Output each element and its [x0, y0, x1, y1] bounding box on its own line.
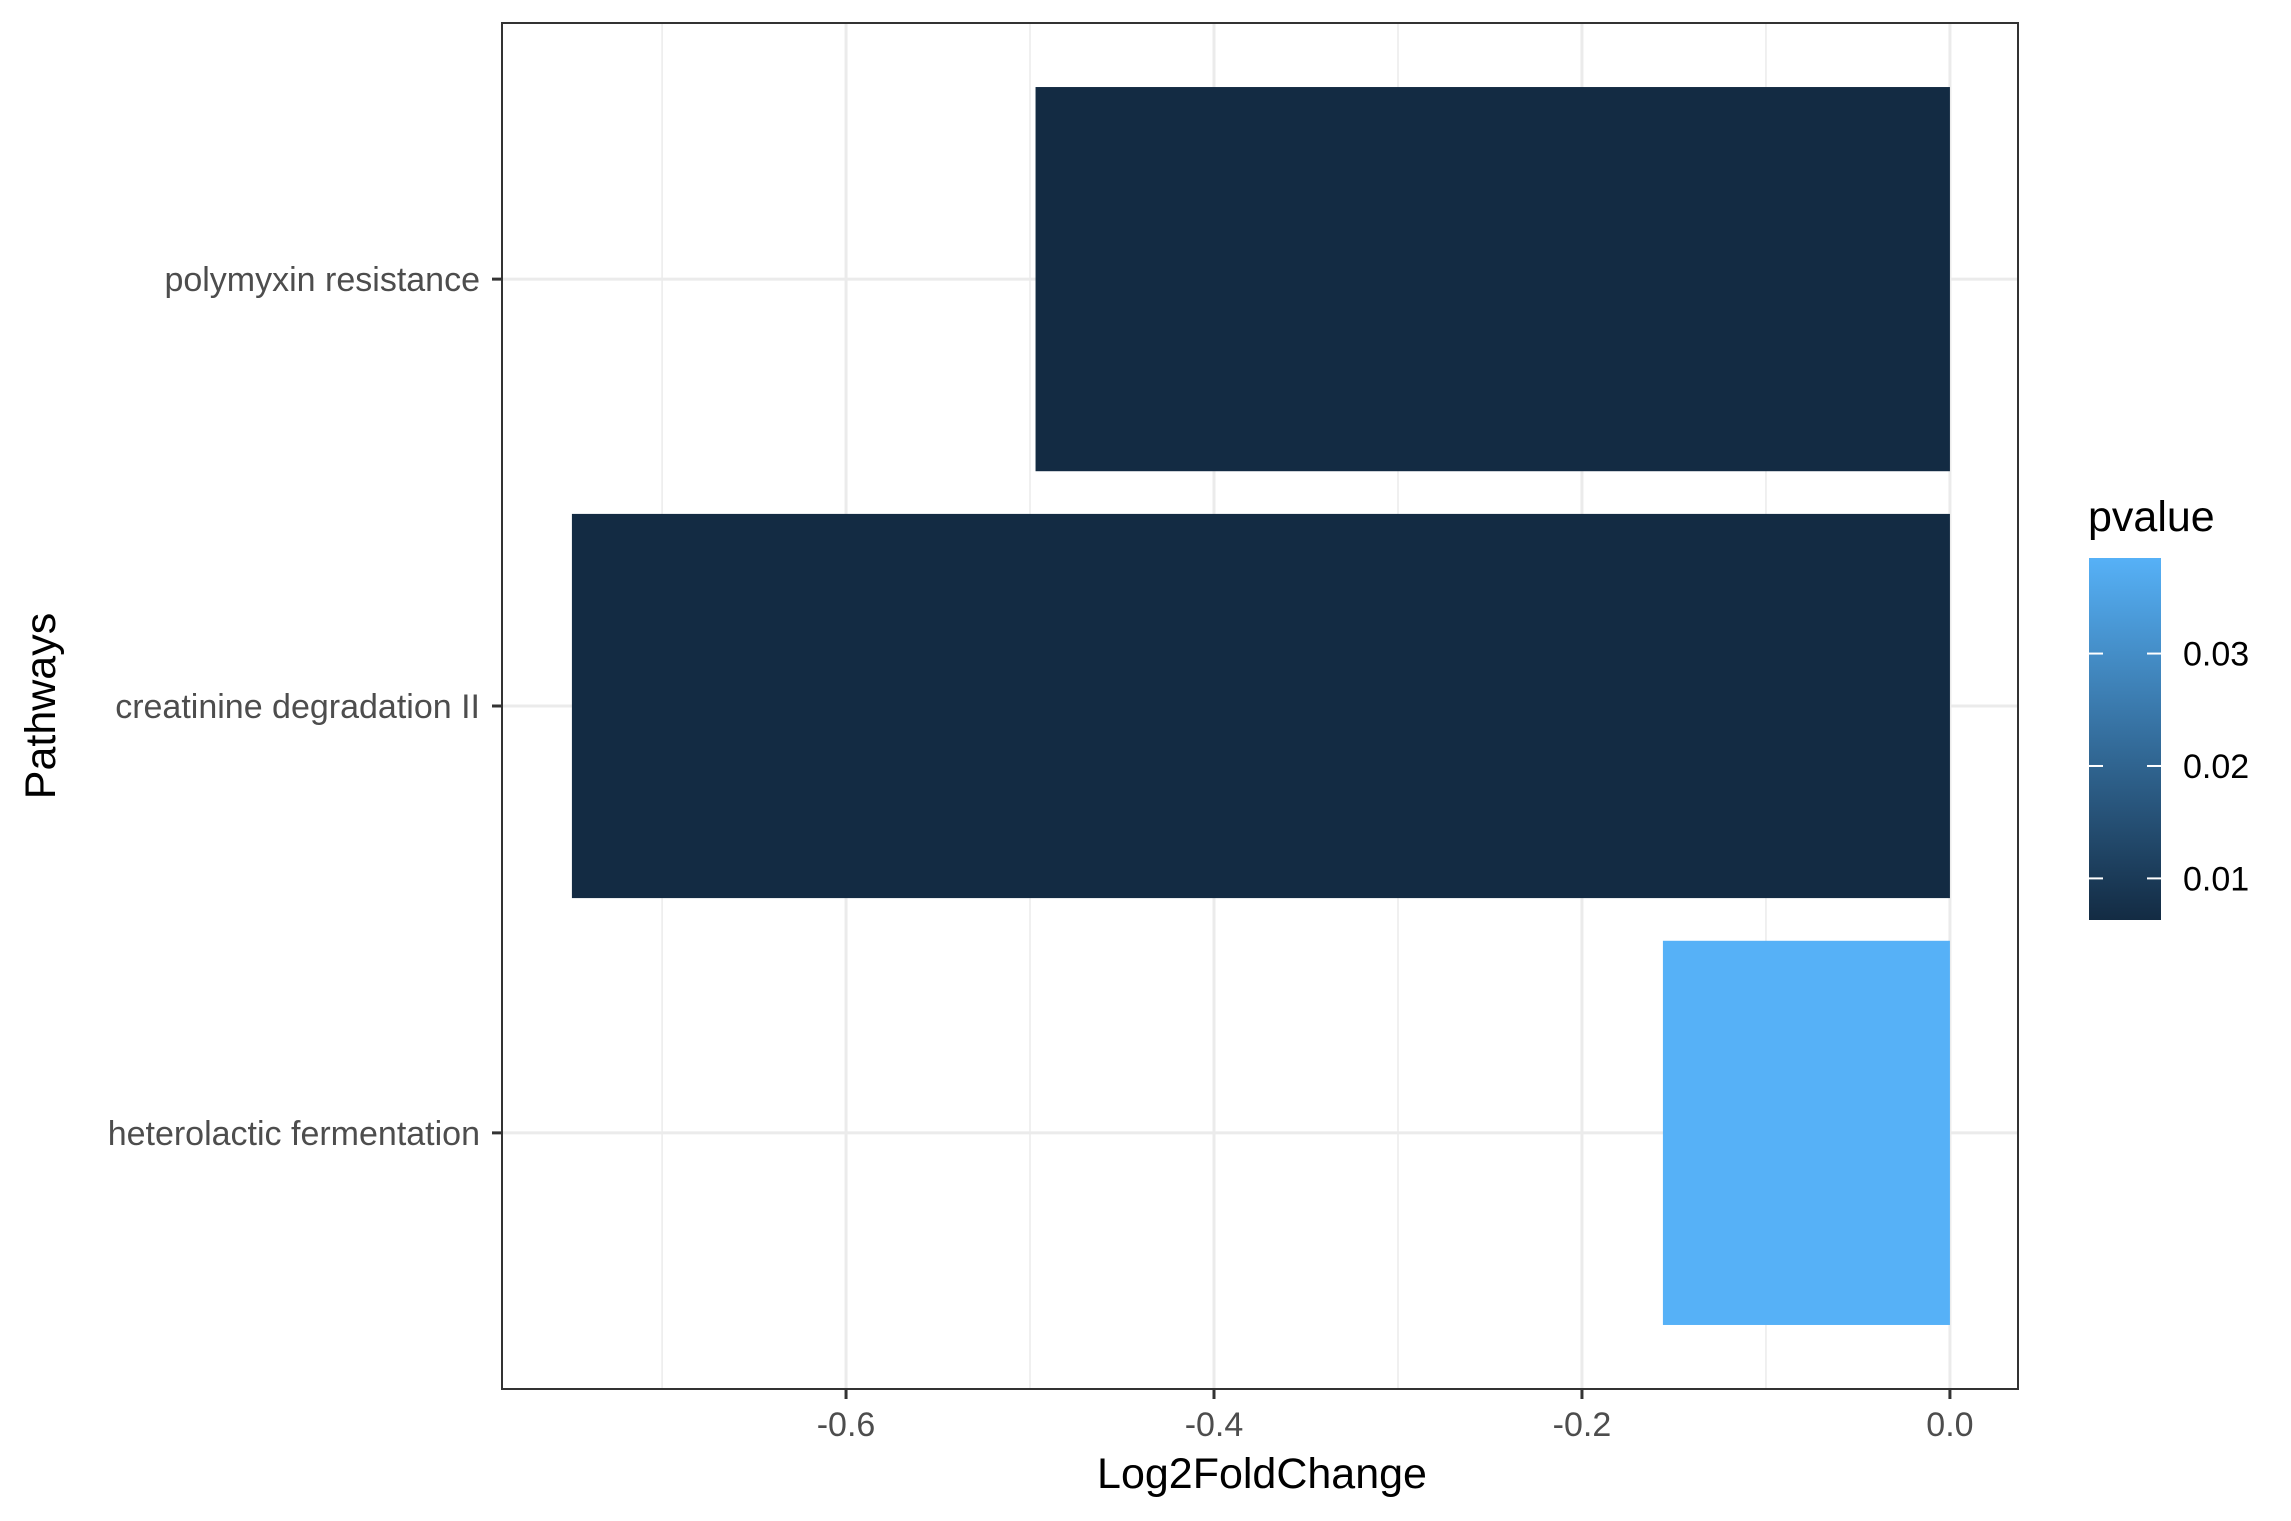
bar [1035, 87, 1950, 472]
legend: pvalue 0.01 0.02 0.03 [2088, 493, 2249, 920]
y-tick-label: polymyxin resistance [164, 261, 480, 299]
x-tick-label: -0.4 [1185, 1406, 1244, 1444]
bar [1662, 940, 1950, 1325]
legend-ticks: 0.01 0.02 0.03 [2089, 636, 2249, 898]
legend-tick-label: 0.02 [2183, 748, 2249, 786]
bars [571, 87, 1950, 1325]
y-tick-label: heterolactic fermentation [108, 1115, 480, 1153]
y-axis-title: Pathways [17, 613, 65, 799]
legend-title: pvalue [2088, 493, 2215, 541]
y-tick-label: creatinine degradation II [115, 688, 480, 726]
y-axis: polymyxin resistance creatinine degradati… [108, 261, 502, 1153]
x-axis-title: Log2FoldChange [1097, 1450, 1427, 1498]
x-tick-label: 0.0 [1926, 1406, 1973, 1444]
bar [571, 513, 1950, 899]
x-tick-label: -0.2 [1553, 1406, 1612, 1444]
legend-tick-label: 0.01 [2183, 860, 2249, 898]
x-tick-label: -0.6 [817, 1406, 876, 1444]
legend-tick-label: 0.03 [2183, 636, 2249, 674]
legend-colorbar [2089, 558, 2161, 920]
x-axis: -0.6 -0.4 -0.2 0.0 [817, 1389, 1974, 1444]
